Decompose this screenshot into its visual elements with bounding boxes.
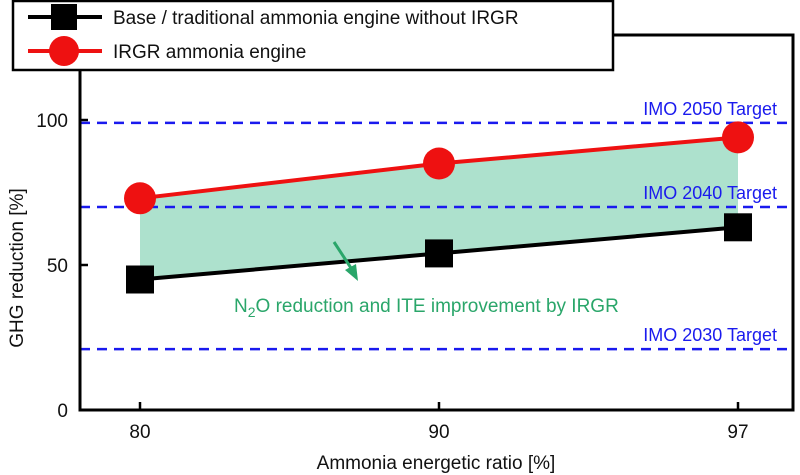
irgr-data-point <box>124 182 156 215</box>
y-tick-label: 50 <box>47 256 68 277</box>
y-tick-label: 0 <box>57 401 68 422</box>
legend-base-label: Base / traditional ammonia engine withou… <box>113 8 519 29</box>
annotation-text: N2O reduction and ITE improvement by IRG… <box>234 296 619 320</box>
reference-line-label: IMO 2050 Target <box>643 99 777 119</box>
base-data-point <box>425 239 453 268</box>
legend-irgr-marker <box>49 36 79 66</box>
y-tick-label: 100 <box>36 111 68 132</box>
base-data-point <box>724 213 752 242</box>
reference-line-label: IMO 2030 Target <box>643 325 777 345</box>
x-axis-title: Ammonia energetic ratio [%] <box>317 453 556 474</box>
base-data-point <box>126 265 154 294</box>
legend-base-marker <box>51 4 77 30</box>
annotation-text-subscript: 2 <box>248 304 256 320</box>
shaded-improvement-region <box>140 137 738 280</box>
annotation-arrowhead <box>345 264 358 281</box>
annotation-arrow-shaft <box>332 241 353 269</box>
legend-irgr-label: IRGR ammonia engine <box>113 42 306 63</box>
annotation-text-n: N <box>234 296 248 317</box>
x-tick-label: 97 <box>727 422 748 443</box>
x-tick-label: 90 <box>428 422 449 443</box>
y-axis-title: GHG reduction [%] <box>7 188 28 347</box>
legend-box <box>11 0 615 72</box>
irgr-data-point <box>423 147 455 180</box>
reference-line-label: IMO 2040 Target <box>643 183 777 203</box>
x-tick-label: 80 <box>129 422 150 443</box>
annotation-text-rest: O reduction and ITE improvement by IRGR <box>256 296 619 317</box>
irgr-data-point <box>722 121 754 154</box>
